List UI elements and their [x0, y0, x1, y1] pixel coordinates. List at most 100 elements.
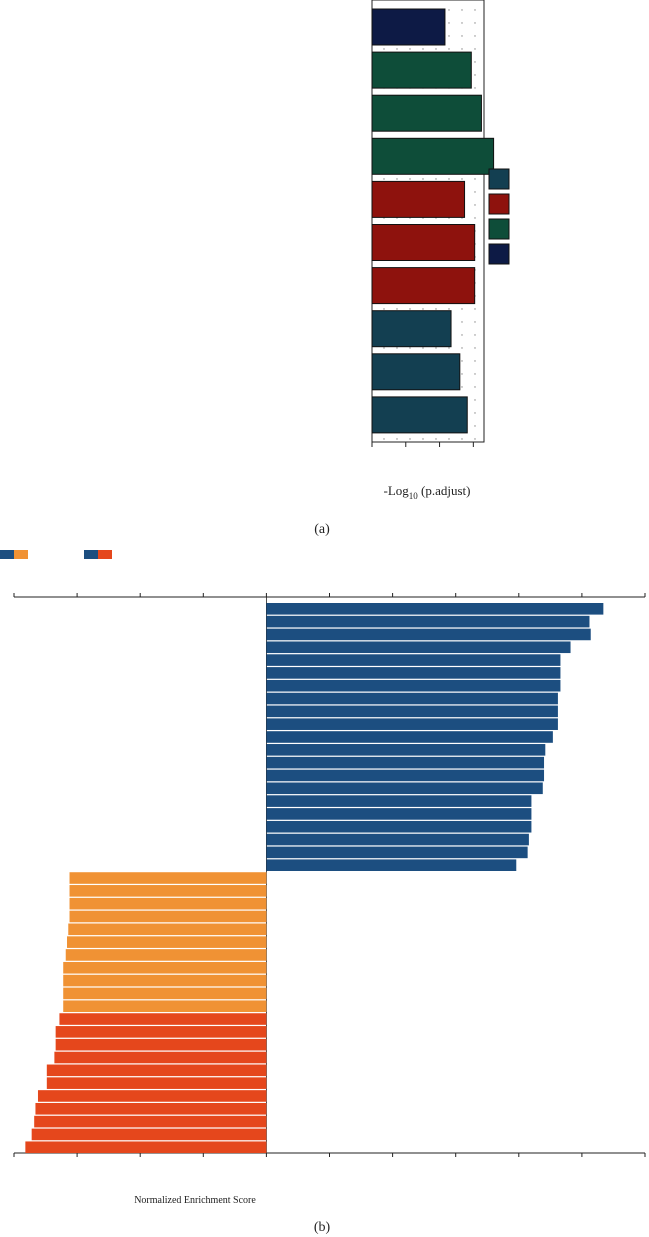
grid-dot — [383, 178, 385, 180]
grid-dot — [474, 191, 476, 193]
grid-dot — [461, 48, 463, 50]
bar-bp — [371, 353, 461, 391]
grid-dot — [461, 386, 463, 388]
bar-positive — [266, 859, 517, 871]
legend-swatch-mf — [488, 218, 510, 240]
bar-cc — [371, 224, 476, 261]
legend-swatch-cc — [488, 193, 510, 215]
bar-negative-nonsig — [46, 1077, 267, 1089]
legend-swatch-negative — [98, 550, 112, 559]
bar-positive — [266, 615, 590, 628]
grid-dot — [422, 48, 424, 50]
bar-cc — [371, 267, 476, 305]
bar-negative-nonsig — [25, 1141, 267, 1154]
grid-dot — [448, 308, 450, 310]
grid-dot — [461, 438, 463, 440]
grid-dot — [474, 360, 476, 362]
bar-positive — [266, 654, 561, 666]
bar-mf — [371, 137, 495, 175]
legend-swatch-positive — [84, 550, 98, 559]
grid-dot — [461, 22, 463, 24]
bar-negative-nonsig — [54, 1051, 267, 1064]
grid-dot — [409, 48, 411, 50]
bar-negative-sig — [65, 949, 267, 961]
bar-negative-nonsig — [31, 1128, 267, 1141]
bar-positive — [266, 641, 571, 654]
grid-dot — [474, 412, 476, 414]
bar-positive — [266, 756, 545, 769]
bar-positive — [266, 705, 558, 718]
grid-dot — [474, 334, 476, 336]
grid-dot — [396, 48, 398, 50]
grid-dot — [409, 308, 411, 310]
grid-dot — [383, 308, 385, 310]
grid-dot — [474, 308, 476, 310]
bar-negative-nonsig — [46, 1064, 267, 1077]
legend-swatch-bp — [488, 168, 510, 190]
grid-dot — [474, 399, 476, 401]
grid-dot — [474, 438, 476, 440]
bar-positive — [266, 808, 532, 820]
grid-dot — [474, 35, 476, 37]
grid-dot — [474, 321, 476, 323]
grid-dot — [461, 360, 463, 362]
bar-positive — [266, 782, 543, 795]
grid-dot — [474, 373, 476, 375]
bar-positive — [266, 603, 604, 615]
bar-positive — [266, 731, 553, 743]
grid-dot — [396, 438, 398, 440]
bar-kegg — [371, 8, 446, 46]
grid-dot — [474, 217, 476, 219]
grid-dot — [448, 35, 450, 37]
grid-dot — [448, 178, 450, 180]
bar-negative-nonsig — [37, 1090, 267, 1102]
grid-dot — [461, 321, 463, 323]
grid-dot — [422, 178, 424, 180]
grid-dot — [396, 178, 398, 180]
grid-dot — [461, 308, 463, 310]
bar-bp — [371, 396, 468, 434]
bar-positive — [266, 718, 558, 730]
grid-dot — [396, 347, 398, 349]
bar-positive — [266, 846, 528, 859]
bar-mf — [371, 94, 482, 132]
grid-dot — [461, 334, 463, 336]
bar-negative-sig — [63, 974, 267, 987]
grid-dot — [474, 48, 476, 50]
grid-dot — [461, 9, 463, 11]
grid-dot — [435, 347, 437, 349]
bar-negative-sig — [63, 1000, 267, 1013]
grid-dot — [474, 61, 476, 63]
panel-a-label: (a) — [314, 522, 330, 537]
grid-dot — [409, 178, 411, 180]
grid-dot — [461, 373, 463, 375]
grid-dot — [396, 308, 398, 310]
bar-negative-sig — [69, 872, 267, 884]
grid-dot — [474, 178, 476, 180]
bar-positive — [266, 667, 561, 679]
bar-mf — [371, 51, 472, 89]
bar-negative-nonsig — [34, 1115, 267, 1128]
chart-a-xlabel: -Log10 (p.adjust) — [384, 483, 471, 501]
grid-dot — [383, 48, 385, 50]
grid-dot — [448, 48, 450, 50]
grid-dot — [409, 438, 411, 440]
grid-dot — [435, 48, 437, 50]
grid-dot — [474, 74, 476, 76]
bar-negative-nonsig — [55, 1038, 267, 1051]
gsea-nes-chart: Normalized Enrichment Score (b) — [0, 550, 646, 1235]
grid-dot — [474, 386, 476, 388]
bar-positive — [266, 795, 532, 807]
grid-dot — [474, 347, 476, 349]
bar-negative-sig — [63, 987, 267, 1000]
bar-negative-nonsig — [35, 1102, 267, 1115]
bar-positive — [266, 628, 591, 641]
bar-negative-nonsig — [59, 1013, 267, 1025]
bar-positive — [266, 833, 529, 846]
grid-dot — [422, 438, 424, 440]
grid-dot — [448, 347, 450, 349]
grid-dot — [435, 178, 437, 180]
bar-positive — [266, 679, 561, 692]
bar-negative-sig — [69, 897, 267, 910]
bar-cc — [371, 180, 466, 218]
